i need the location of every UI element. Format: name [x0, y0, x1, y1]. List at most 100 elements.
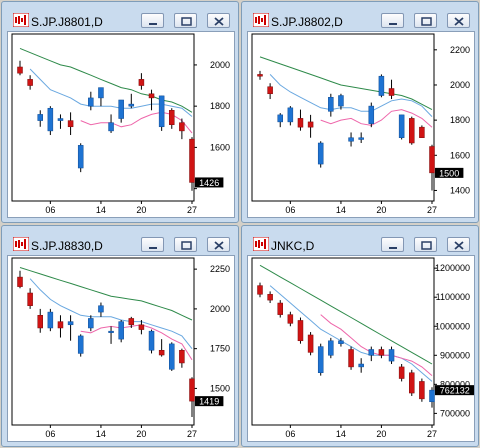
- candle: [108, 326, 114, 344]
- candle: [338, 337, 344, 347]
- y-tick-label: 2000: [210, 60, 230, 70]
- candle-body: [148, 93, 155, 99]
- candle-body: [27, 292, 33, 306]
- chart-window-jnkc[interactable]: JNKC,D 700000 800000 900000 1000000 1100000 1…: [241, 225, 479, 447]
- candlestick-chart[interactable]: 1500 1750 2000 2250 06 14 20 27 1419: [8, 256, 234, 441]
- candlestick-chart[interactable]: 1600 1800 2000 06 14 20 27 1426: [8, 32, 234, 217]
- maximize-button[interactable]: [174, 13, 197, 28]
- candle-body: [169, 343, 175, 370]
- y-tick-label: 1200000: [435, 263, 470, 273]
- chart-window-j8801[interactable]: S.JP.J8801,D 1600 1800 2000 06 14 20 27 1426: [1, 1, 239, 223]
- chart-window-j8830[interactable]: S.JP.J8830,D 1500 1750 2000 2250 06 14 20 27 141…: [1, 225, 239, 447]
- x-tick-label: 27: [427, 205, 437, 215]
- last-price-box: [435, 385, 474, 396]
- title-bar[interactable]: S.JP.J8830,D: [4, 228, 236, 254]
- candle-body: [98, 305, 104, 313]
- candle: [409, 116, 415, 145]
- y-tick-label: 2000: [450, 80, 470, 90]
- chart-area[interactable]: 700000 800000 900000 1000000 1100000 1200000 0…: [247, 255, 475, 442]
- candle-body: [47, 311, 54, 329]
- candle-body: [17, 66, 23, 74]
- candle: [368, 102, 375, 128]
- candle: [398, 364, 405, 382]
- title-bar[interactable]: S.JP.J8801,D: [4, 4, 236, 30]
- candle-body: [118, 321, 124, 340]
- chart-app-icon: [253, 237, 269, 251]
- y-tick-label: 1400: [450, 185, 470, 195]
- candle: [27, 75, 33, 90]
- candle: [338, 93, 344, 110]
- y-tick-label: 1800: [210, 101, 230, 111]
- y-tick-label: 1500: [210, 383, 230, 393]
- candle-body: [297, 118, 304, 128]
- last-price-box: [195, 177, 224, 188]
- candle: [328, 93, 334, 117]
- close-button[interactable]: [447, 13, 470, 28]
- minimize-button[interactable]: [141, 13, 164, 28]
- candle: [317, 343, 324, 376]
- maximize-button[interactable]: [174, 237, 197, 252]
- candle: [118, 99, 124, 123]
- last-price-label: 1419: [199, 397, 219, 407]
- title-bar[interactable]: S.JP.J8802,D: [244, 4, 476, 30]
- candle: [57, 315, 64, 338]
- ma-fast-line: [29, 278, 193, 350]
- maximize-button[interactable]: [414, 13, 437, 28]
- candle-body: [277, 114, 283, 123]
- close-button[interactable]: [207, 13, 230, 28]
- candle-body: [409, 372, 415, 394]
- x-tick-label: 06: [45, 205, 55, 215]
- candle-body: [378, 349, 385, 356]
- y-tick-label: 1000000: [435, 321, 470, 331]
- candlestick-chart[interactable]: 700000 800000 900000 1000000 1100000 1200000 0…: [248, 256, 474, 441]
- chart-area[interactable]: 1500 1750 2000 2250 06 14 20 27 1419: [7, 255, 235, 442]
- minimize-button[interactable]: [141, 237, 164, 252]
- candle-body: [277, 302, 283, 315]
- candle-body: [338, 95, 344, 107]
- candle-body: [419, 381, 425, 400]
- candle: [108, 114, 114, 133]
- candle-body: [88, 97, 94, 107]
- minimize-button[interactable]: [381, 237, 404, 252]
- candle-body: [317, 346, 324, 373]
- candle: [169, 108, 175, 129]
- chart-area[interactable]: 1600 1800 2000 06 14 20 27 1426: [7, 31, 235, 218]
- title-bar[interactable]: JNKC,D: [244, 228, 476, 254]
- candle: [98, 87, 104, 107]
- minimize-button[interactable]: [381, 13, 404, 28]
- candle: [307, 114, 314, 138]
- candle-body: [77, 145, 84, 169]
- candle: [328, 337, 334, 359]
- candle: [118, 320, 124, 343]
- maximize-button[interactable]: [414, 237, 437, 252]
- candlestick-chart[interactable]: 1400 1600 1800 2000 2200 06 14 20 27 1500: [248, 32, 474, 217]
- candle: [287, 311, 294, 327]
- maximize-icon: [421, 241, 432, 250]
- window-title: S.JP.J8801,D: [31, 15, 103, 29]
- chart-window-j8802[interactable]: S.JP.J8802,D 1400 1600 1800 2000 2200 06 14 20 2…: [241, 1, 479, 223]
- y-tick-label: 800000: [440, 379, 470, 389]
- chart-app-icon: [13, 13, 29, 27]
- candle: [47, 106, 54, 136]
- ma-mid-line: [320, 314, 433, 376]
- candle: [287, 106, 294, 126]
- minimize-icon: [389, 247, 397, 249]
- y-tick-label: 1800: [450, 115, 470, 125]
- chart-app-icon: [13, 237, 29, 251]
- last-price-label: 762132: [440, 386, 470, 396]
- candle: [317, 141, 324, 168]
- candle: [429, 144, 435, 191]
- close-button[interactable]: [447, 237, 470, 252]
- ma-mid-line: [80, 324, 193, 361]
- close-button[interactable]: [207, 237, 230, 252]
- candle: [67, 112, 74, 136]
- candle-body: [67, 120, 74, 128]
- chart-area[interactable]: 1400 1600 1800 2000 2200 06 14 20 27 1500: [247, 31, 475, 218]
- x-tick-label: 06: [285, 429, 295, 439]
- candle: [67, 315, 74, 341]
- candle: [17, 270, 23, 289]
- candle-body: [257, 285, 263, 295]
- window-title: S.JP.J8830,D: [31, 239, 103, 253]
- candle-body: [348, 349, 354, 368]
- last-price-box: [195, 396, 224, 407]
